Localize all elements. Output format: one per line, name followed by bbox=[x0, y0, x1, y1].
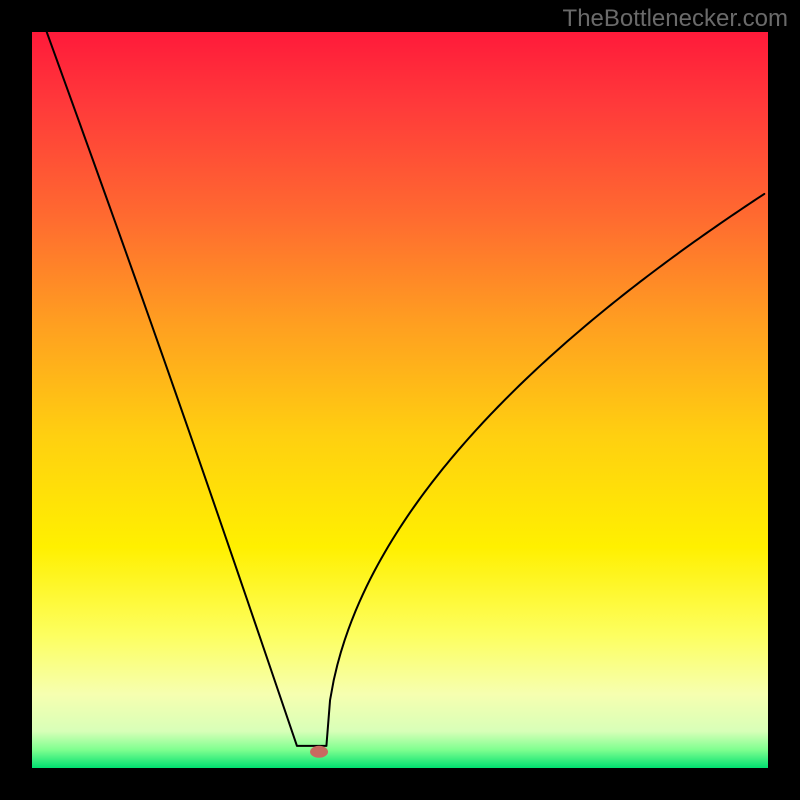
plot-background bbox=[32, 32, 768, 768]
chart-svg: TheBottlenecker.com bbox=[0, 0, 800, 800]
watermark-text: TheBottlenecker.com bbox=[563, 5, 788, 32]
minimum-marker bbox=[310, 746, 328, 758]
bottleneck-chart: TheBottlenecker.com bbox=[0, 0, 800, 800]
